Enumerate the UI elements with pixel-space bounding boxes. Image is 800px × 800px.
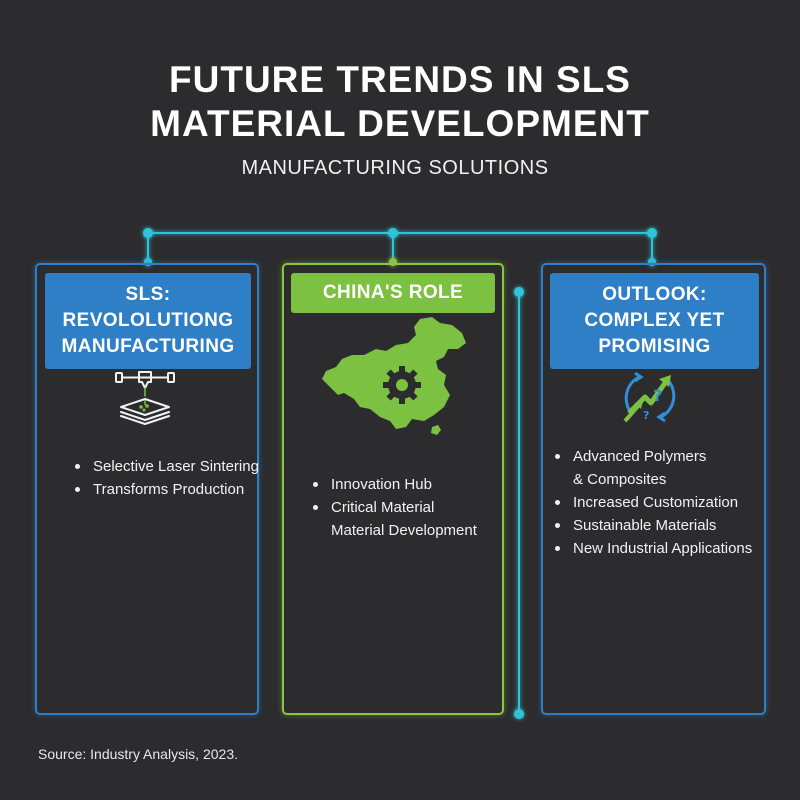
- panel-outlook-header-line-1: OUTLOOK:: [602, 284, 707, 305]
- growth-arrows-question-icon: ? ?: [623, 371, 676, 423]
- panel-outlook-header-line-3: PROMISING: [598, 336, 711, 357]
- connector-node-side-top: [514, 287, 524, 297]
- list-item: Innovation Hub: [311, 473, 501, 496]
- list-item: Material Development: [331, 522, 477, 539]
- list-item: Transforms Production: [73, 478, 263, 501]
- connector-node-left-top: [143, 228, 153, 238]
- panel-sls-bullets: Selective Laser Sintering Transforms Pro…: [73, 455, 263, 501]
- panel-outlook: OUTLOOK: COMPLEX YET PROMISING ? ? Advan…: [541, 263, 766, 715]
- list-item: New Industrial Applications: [553, 537, 765, 560]
- title-line-1: FUTURE TRENDS IN SLS: [169, 59, 631, 100]
- panel-china-header-line-1: CHINA'S ROLE: [322, 282, 464, 303]
- sls-printer-icon: [115, 371, 175, 425]
- svg-text:?: ?: [653, 386, 662, 405]
- list-item: Increased Customization: [553, 491, 765, 514]
- page-subtitle: MANUFACTURING SOLUTIONS: [241, 157, 549, 179]
- panel-sls-header-line-2: REVOLOLUTIONG: [62, 310, 234, 331]
- connector-node-side-bottom: [514, 709, 524, 719]
- panel-outlook-bullets: Advanced Polymers & Composites Increased…: [553, 445, 765, 560]
- panel-china-bullets: Innovation Hub Critical Material Materia…: [311, 473, 501, 542]
- svg-text:?: ?: [643, 409, 649, 422]
- panel-sls-header-line-3: MANUFACTURING: [61, 336, 235, 357]
- connector-node-right-top: [647, 228, 657, 238]
- china-map-gear-icon: [322, 317, 466, 435]
- panel-sls-header-line-1: SLS:: [125, 284, 171, 305]
- panel-china: CHINA'S ROLE Innovation Hub Critical Mat…: [282, 263, 504, 715]
- panel-china-header: CHINA'S ROLE: [291, 273, 495, 313]
- list-item: Critical Material: [311, 496, 501, 519]
- panel-sls: SLS: REVOLOLUTIONG MANUFACTURING Selecti…: [35, 263, 259, 715]
- panel-outlook-header: OUTLOOK: COMPLEX YET PROMISING: [550, 273, 759, 369]
- panel-sls-header: SLS: REVOLOLUTIONG MANUFACTURING: [45, 273, 251, 369]
- list-item: & Composites: [573, 471, 667, 488]
- list-item: Advanced Polymers: [553, 445, 765, 468]
- title-line-2: MATERIAL DEVELOPMENT: [150, 103, 650, 144]
- list-item: Selective Laser Sintering: [73, 455, 263, 478]
- source-note: Source: Industry Analysis, 2023.: [38, 746, 238, 762]
- list-item: Sustainable Materials: [553, 514, 765, 537]
- panel-outlook-header-line-2: COMPLEX YET: [584, 310, 725, 331]
- page-title: FUTURE TRENDS IN SLS MATERIAL DEVELOPMEN…: [0, 58, 800, 146]
- connector-node-center-top: [388, 228, 398, 238]
